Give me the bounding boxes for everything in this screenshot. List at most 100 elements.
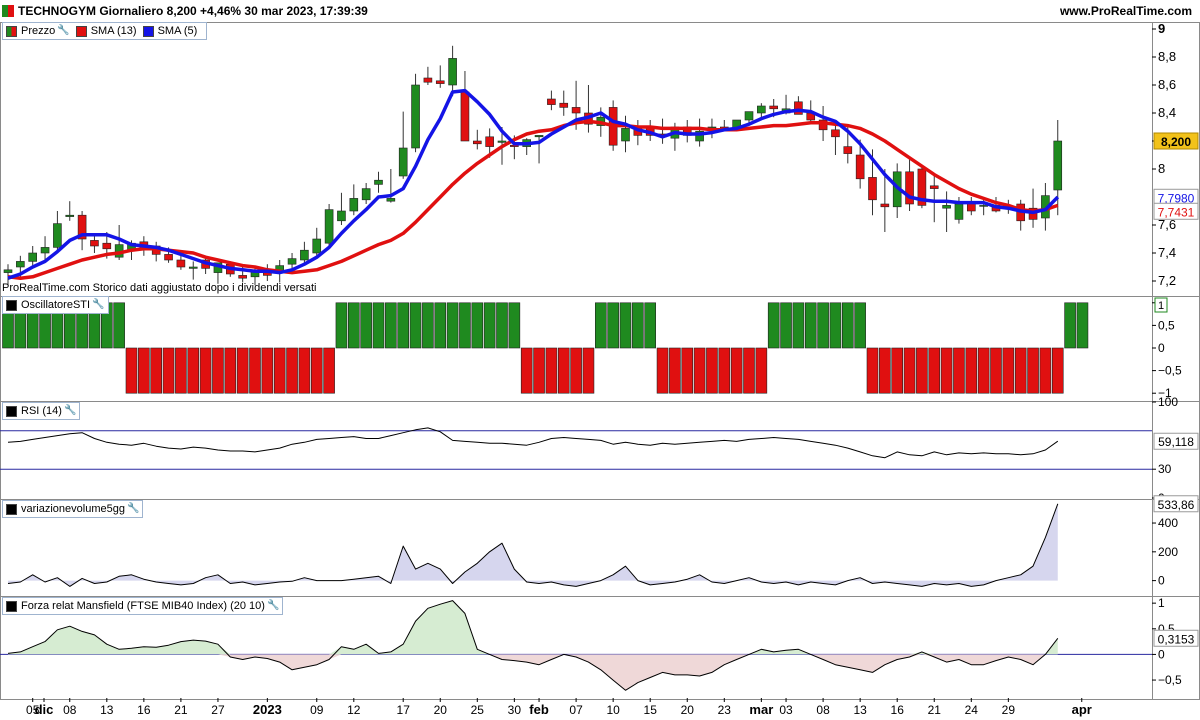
- sti-bar: [632, 302, 644, 349]
- sti-bar: [224, 347, 237, 394]
- rsi-last-label: 59,118: [1158, 435, 1194, 449]
- mansfield-legend[interactable]: Forza relat Mansfield (FTSE MIB40 Index)…: [2, 597, 284, 615]
- sti-bar: [903, 347, 916, 394]
- candle-body: [300, 249, 309, 261]
- candle-body: [979, 205, 988, 207]
- candle-body: [547, 98, 556, 105]
- x-tick-label: 03: [779, 703, 793, 717]
- sti-bar: [434, 302, 447, 349]
- sti-last-label: 1: [1158, 300, 1164, 312]
- x-tick-label: 24: [965, 703, 979, 717]
- sti-bar: [718, 347, 731, 394]
- sti-bar: [706, 347, 718, 394]
- sti-bar: [162, 347, 175, 394]
- candle-body: [411, 84, 420, 149]
- sti-bar: [422, 302, 434, 349]
- sti-bar: [1064, 302, 1076, 349]
- candle-body: [621, 128, 630, 142]
- x-tick-label: 30: [508, 703, 522, 717]
- candle-body: [769, 105, 779, 110]
- sti-bar: [656, 347, 669, 394]
- candle-body: [361, 188, 371, 201]
- x-tick-label: 08: [63, 703, 77, 717]
- candle-body: [164, 254, 173, 261]
- rsi-line: [7, 427, 1059, 459]
- wrench-icon[interactable]: 🔧: [57, 25, 70, 36]
- candle-body: [16, 261, 25, 268]
- sti-bar: [755, 347, 768, 394]
- candle-body: [757, 105, 766, 114]
- candle-body: [1053, 140, 1063, 191]
- sti-bar: [483, 302, 496, 349]
- sti-legend[interactable]: OscillatoreSTI 🔧: [2, 296, 109, 314]
- candle-body: [831, 129, 840, 138]
- sti-bar: [113, 302, 125, 349]
- legend-sma13[interactable]: SMA (13): [75, 23, 137, 39]
- sti-bar: [335, 302, 348, 349]
- wrench-icon[interactable]: 🔧: [92, 299, 105, 310]
- candle-body: [843, 146, 853, 154]
- candle-body: [954, 203, 964, 220]
- x-tick-label: 27: [211, 703, 225, 717]
- sti-y-tick-label: −0,5: [1158, 364, 1182, 378]
- candle-body: [905, 171, 914, 205]
- mansfield-negative-area: [8, 654, 1058, 691]
- candle-body: [349, 198, 359, 212]
- sti-bar: [767, 302, 780, 349]
- sti-bar: [545, 347, 558, 394]
- candle-body: [855, 154, 865, 180]
- sti-bar: [347, 302, 360, 349]
- rsi-legend[interactable]: RSI (14) 🔧: [2, 402, 81, 420]
- price-y-tick-label: 7,6: [1158, 217, 1176, 232]
- sti-bar: [1014, 347, 1027, 394]
- candle-body: [176, 259, 186, 268]
- price-marker-box: [1153, 202, 1199, 220]
- candle-body: [324, 209, 334, 244]
- brand-link[interactable]: www.ProRealTime.com: [1059, 4, 1192, 18]
- candle-body: [880, 203, 890, 208]
- sti-bar: [916, 347, 928, 394]
- sti-bar: [1002, 347, 1015, 394]
- sti-bar: [150, 347, 162, 394]
- sti-bar: [730, 347, 743, 394]
- candle-body: [3, 269, 13, 273]
- wrench-icon[interactable]: 🔧: [63, 405, 77, 416]
- x-tick-label: 07: [569, 703, 583, 717]
- sti-bar: [570, 347, 582, 394]
- wrench-icon[interactable]: 🔧: [126, 503, 140, 514]
- price-legend: Prezzo 🔧 SMA (13) SMA (5): [2, 22, 208, 40]
- legend-price[interactable]: Prezzo 🔧: [6, 23, 70, 39]
- candle-body: [942, 205, 951, 209]
- rsi-swatch-icon: [6, 405, 17, 417]
- sti-bar: [743, 347, 755, 394]
- candle-body: [287, 258, 297, 265]
- x-tick-label: 21: [174, 703, 188, 717]
- candle-body: [28, 252, 38, 262]
- x-tick-label: 13: [853, 703, 867, 717]
- x-tick-label: 10: [606, 703, 620, 717]
- legend-sma5[interactable]: SMA (5): [142, 23, 197, 39]
- candle-body: [744, 111, 754, 121]
- sti-bar: [360, 302, 372, 349]
- sti-bar: [940, 347, 953, 394]
- price-y-tick-label: 8,8: [1158, 49, 1176, 64]
- x-tick-label: mar: [749, 702, 773, 717]
- sti-bar: [496, 302, 508, 349]
- candle-body: [559, 102, 569, 108]
- sti-y-tick-label: 0: [1158, 341, 1165, 355]
- x-tick-label: 17: [397, 703, 411, 717]
- candle-body: [65, 214, 75, 217]
- sti-bar: [693, 347, 706, 394]
- volume-legend[interactable]: variazionevolume5gg 🔧: [2, 500, 144, 518]
- sti-bar: [594, 302, 607, 349]
- sti-bar: [792, 302, 805, 349]
- sti-bar: [854, 302, 866, 349]
- sti-bar: [557, 347, 570, 394]
- sti-bar: [471, 302, 484, 349]
- price-marker-box: [1153, 132, 1199, 150]
- candle-body: [188, 266, 198, 269]
- wrench-icon[interactable]: 🔧: [266, 600, 280, 611]
- volume-y-tick-label: 0: [1158, 574, 1165, 588]
- candle-body: [423, 77, 433, 83]
